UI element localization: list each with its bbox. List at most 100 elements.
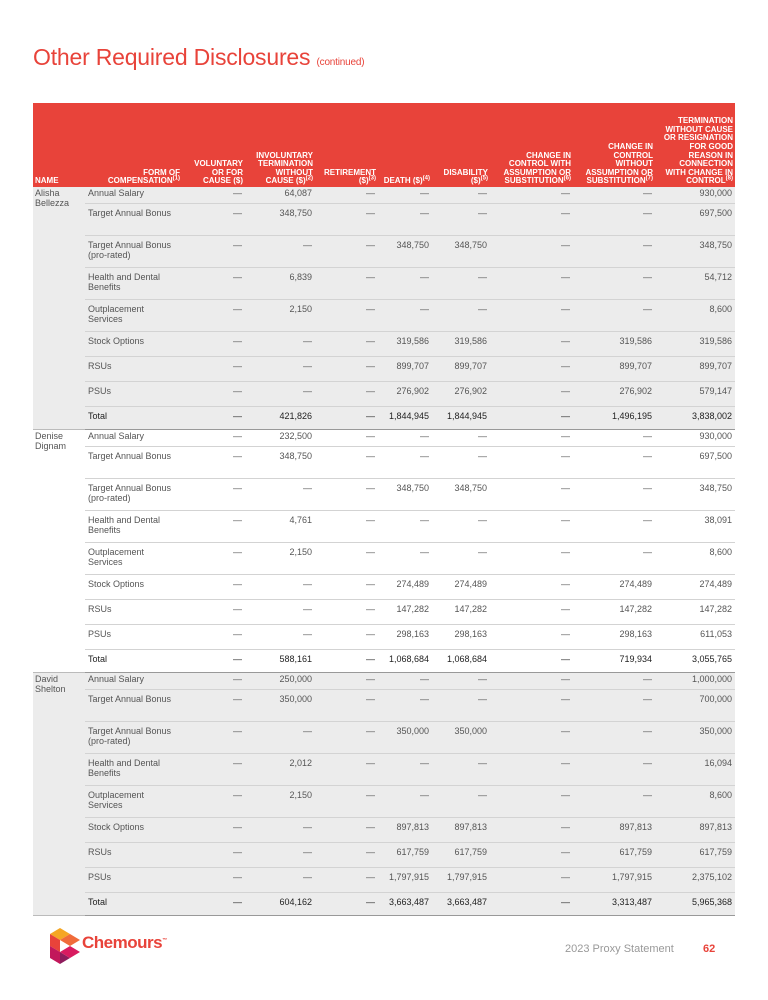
data-row: Outplacement Services —2,150— — — — —8,600 <box>33 542 735 575</box>
compensation-form: Health and Dental Benefits <box>85 267 182 300</box>
amount-cell: — <box>182 187 245 204</box>
amount-cell: — <box>315 187 378 204</box>
compensation-form: Target Annual Bonus (pro-rated) <box>85 721 182 754</box>
header-note: (2) <box>305 175 313 182</box>
amount-cell: — <box>432 785 490 818</box>
amount-cell: — <box>182 429 245 447</box>
amount-cell: — <box>315 299 378 332</box>
amount-cell: — <box>573 753 655 786</box>
amount-cell: — <box>573 235 655 268</box>
data-row: David Shelton Annual Salary —250,000— — — — —1… <box>33 672 735 916</box>
amount-cell: — <box>315 892 378 916</box>
data-row: Target Annual Bonus —348,750— — — — —697,500 <box>33 203 735 236</box>
amount-cell: 1,797,915 <box>573 867 655 893</box>
amount-cell: — <box>245 721 315 754</box>
amount-cell: — <box>573 267 655 300</box>
page-title: Other Required Disclosures (continued) <box>33 44 365 71</box>
amount-cell: 579,147 <box>655 381 735 407</box>
amount-cell: 1,068,684 <box>378 649 432 673</box>
amount-cell: 8,600 <box>655 542 735 575</box>
amount-cell: — <box>315 542 378 575</box>
total-row: Total —421,826—1,844,945 1,844,945—1,496,1… <box>33 406 735 430</box>
amount-cell: — <box>182 649 245 673</box>
amount-cell: 604,162 <box>245 892 315 916</box>
amount-cell: 274,489 <box>573 574 655 600</box>
data-row: Outplacement Services —2,150— — — — —8,600 <box>33 299 735 332</box>
data-row: RSUs — — —617,759 617,759—617,759 617,759 <box>33 842 735 868</box>
amount-cell: — <box>490 235 573 268</box>
person-name: Alisha Bellezza <box>33 187 85 430</box>
amount-cell: 3,313,487 <box>573 892 655 916</box>
amount-cell: — <box>182 817 245 843</box>
amount-cell: — <box>490 817 573 843</box>
amount-cell: — <box>573 785 655 818</box>
amount-cell: 319,586 <box>378 331 432 357</box>
data-row: Target Annual Bonus (pro-rated) — — —350,00… <box>33 721 735 754</box>
total-row: Total —588,161—1,068,684 1,068,684—719,934… <box>33 649 735 673</box>
compensation-form: RSUs <box>85 599 182 625</box>
amount-cell: 2,150 <box>245 542 315 575</box>
amount-cell: — <box>315 429 378 447</box>
amount-cell: 697,500 <box>655 446 735 479</box>
amount-cell: 2,375,102 <box>655 867 735 893</box>
amount-cell: 276,902 <box>573 381 655 407</box>
header-note: (8) <box>725 175 733 182</box>
amount-cell: 1,844,945 <box>432 406 490 430</box>
amount-cell: — <box>490 331 573 357</box>
amount-cell: — <box>432 429 490 447</box>
amount-cell: — <box>490 446 573 479</box>
compensation-form: RSUs <box>85 842 182 868</box>
amount-cell: 1,068,684 <box>432 649 490 673</box>
amount-cell: — <box>315 356 378 382</box>
amount-cell: 897,813 <box>655 817 735 843</box>
amount-cell: — <box>573 299 655 332</box>
amount-cell: 899,707 <box>432 356 490 382</box>
data-row: Stock Options — — —319,586 319,586—319,586 31… <box>33 331 735 357</box>
data-row: Denise Dignam Annual Salary —232,500— — — — —9… <box>33 429 735 673</box>
title-text: Other Required Disclosures <box>33 44 311 70</box>
amount-cell: — <box>315 817 378 843</box>
amount-cell: — <box>315 406 378 430</box>
header-note: (6) <box>563 175 571 182</box>
amount-cell: 897,813 <box>378 817 432 843</box>
amount-cell: 5,965,368 <box>655 892 735 916</box>
amount-cell: — <box>182 785 245 818</box>
compensation-form: PSUs <box>85 624 182 650</box>
amount-cell: 348,750 <box>655 478 735 511</box>
column-header: VOLUNTARY OR FOR CAUSE ($) <box>182 103 245 187</box>
amount-cell: — <box>245 235 315 268</box>
amount-cell: — <box>315 624 378 650</box>
amount-cell: — <box>378 672 432 690</box>
amount-cell: 3,055,765 <box>655 649 735 673</box>
amount-cell: — <box>378 299 432 332</box>
title-continued: (continued) <box>316 57 365 68</box>
amount-cell: — <box>182 753 245 786</box>
amount-cell: 1,000,000 <box>655 672 735 690</box>
person-name: Denise Dignam <box>33 429 85 673</box>
amount-cell: 930,000 <box>655 429 735 447</box>
compensation-form: Annual Salary <box>85 672 182 690</box>
amount-cell: 298,163 <box>432 624 490 650</box>
amount-cell: — <box>378 429 432 447</box>
amount-cell: — <box>490 478 573 511</box>
header-text: CHANGE IN CONTROL WITHOUT ASSUMPTION OR … <box>585 142 653 186</box>
amount-cell: — <box>315 574 378 600</box>
amount-cell: — <box>182 867 245 893</box>
amount-cell: 1,496,195 <box>573 406 655 430</box>
header-note: (3) <box>368 175 376 182</box>
amount-cell: 348,750 <box>378 235 432 268</box>
amount-cell: 897,813 <box>573 817 655 843</box>
amount-cell: 16,094 <box>655 753 735 786</box>
amount-cell: 232,500 <box>245 429 315 447</box>
column-header: RETIREMENT ($)(3) <box>315 103 378 187</box>
column-header: NAME <box>33 103 85 187</box>
page-number: 62 <box>703 943 716 955</box>
amount-cell: — <box>245 842 315 868</box>
amount-cell: — <box>490 689 573 722</box>
amount-cell: — <box>245 817 315 843</box>
amount-cell: 147,282 <box>573 599 655 625</box>
amount-cell: — <box>490 672 573 690</box>
logo-mark <box>50 928 80 964</box>
compensation-form: Target Annual Bonus (pro-rated) <box>85 478 182 511</box>
compensation-form: Stock Options <box>85 817 182 843</box>
